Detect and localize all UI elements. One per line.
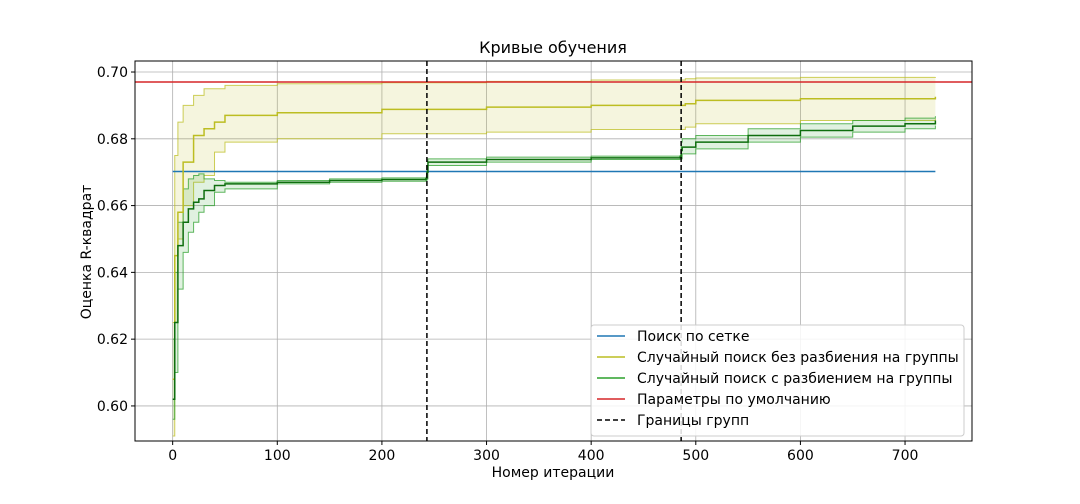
series-1-band bbox=[172, 77, 936, 436]
x-tick-label: 100 bbox=[264, 448, 291, 464]
legend-label: Случайный поиск с разбиением на группы bbox=[637, 371, 953, 387]
legend-label: Случайный поиск без разбиения на группы bbox=[637, 350, 959, 366]
x-tick-label: 600 bbox=[787, 448, 814, 464]
y-tick-label: 0.62 bbox=[97, 332, 128, 348]
y-tick-label: 0.70 bbox=[97, 65, 128, 81]
plot-frame bbox=[134, 60, 973, 442]
x-tick-label: 700 bbox=[892, 448, 919, 464]
series-2-band-lower bbox=[172, 125, 936, 420]
series-2-line bbox=[172, 120, 937, 401]
legend-label: Параметры по умолчанию bbox=[637, 392, 831, 408]
y-tick-label: 0.64 bbox=[97, 265, 128, 281]
axis-ticks: 0 100 200 300 400 500 600 700 0.60 0.62 0.64 0.66 0.… bbox=[97, 65, 919, 464]
legend: Поиск по сетке Случайный поиск без разбие… bbox=[590, 324, 965, 437]
chart-title: Кривые обучения bbox=[479, 38, 627, 57]
series-1-line bbox=[172, 96, 937, 380]
legend-label: Границы групп bbox=[637, 413, 749, 429]
x-tick-label: 400 bbox=[578, 448, 605, 464]
x-tick-label: 200 bbox=[369, 448, 396, 464]
series-lines bbox=[135, 81, 972, 401]
y-tick-label: 0.60 bbox=[97, 399, 128, 415]
legend-box bbox=[590, 324, 965, 437]
x-tick-label: 500 bbox=[682, 448, 709, 464]
legend-label: Поиск по сетке bbox=[637, 329, 750, 345]
y-tick-label: 0.68 bbox=[97, 132, 128, 148]
x-tick-label: 300 bbox=[473, 448, 500, 464]
series-2-band-upper bbox=[172, 116, 936, 340]
x-tick-label: 0 bbox=[168, 448, 177, 464]
series-1-band-upper bbox=[172, 76, 936, 323]
y-axis-label: Оценка R-квадрат bbox=[79, 185, 95, 320]
y-tick-label: 0.66 bbox=[97, 199, 128, 215]
x-axis-label: Номер итерации bbox=[492, 465, 615, 481]
